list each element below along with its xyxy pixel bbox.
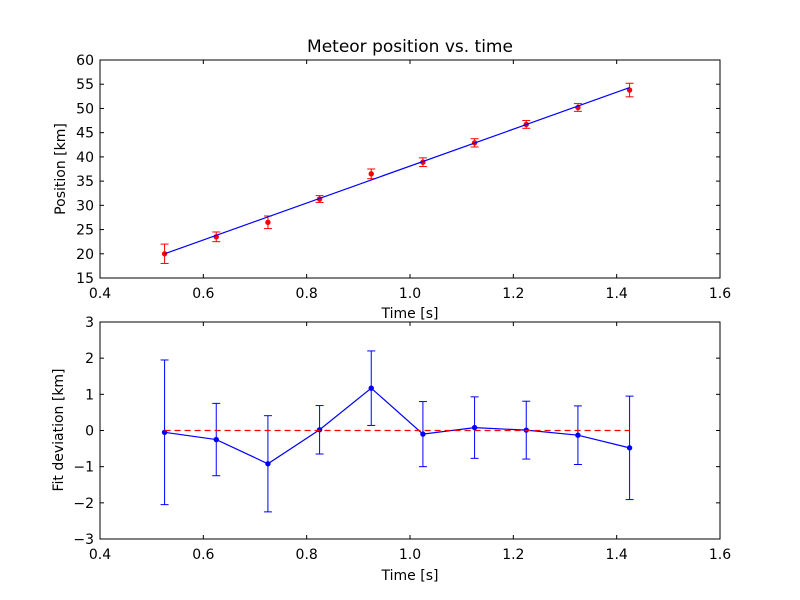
deviation-x-axis-label: Time [s] xyxy=(381,568,439,584)
deviation-x-tick-label: 1.0 xyxy=(399,547,421,563)
deviation-x-tick-label: 0.6 xyxy=(192,547,214,563)
position-y-tick-label: 60 xyxy=(76,53,94,69)
deviation-y-tick-label: 2 xyxy=(85,351,94,367)
deviation-point xyxy=(368,385,374,391)
deviation-point xyxy=(626,445,633,451)
measurement-point xyxy=(368,171,374,177)
deviation-x-tick-label: 1.2 xyxy=(502,547,524,563)
deviation-line xyxy=(164,387,630,465)
deviation-y-tick-label: 3 xyxy=(85,315,94,331)
chart-title: Meteor position vs. time xyxy=(307,37,513,57)
position-panel: Meteor position vs. time 0.4 0.6 0.8 1.0 1.2… xyxy=(53,37,731,322)
position-x-tick-label: 0.6 xyxy=(192,286,214,302)
position-y-tick-label: 30 xyxy=(76,198,94,214)
position-y-tick-label: 40 xyxy=(76,150,94,166)
deviation-y-tick-label: −3 xyxy=(73,532,94,548)
deviation-y-tick-label: 1 xyxy=(85,387,94,403)
position-x-tick-label: 1.0 xyxy=(399,286,421,302)
deviation-point xyxy=(316,427,323,433)
position-y-tick-label: 35 xyxy=(76,174,94,190)
position-x-tick-label: 1.4 xyxy=(606,286,628,302)
deviation-x-tick-label: 0.4 xyxy=(89,547,111,563)
deviation-y-tick-label: −1 xyxy=(73,460,94,476)
deviation-axes-frame xyxy=(99,321,721,540)
position-y-tick-label: 25 xyxy=(76,223,94,239)
position-y-tick-label: 55 xyxy=(76,77,94,93)
deviation-panel: 0.4 0.6 0.8 1.0 1.2 1.4 1.6 −3 −2 −1 0 1 2 3 Time [s]… xyxy=(51,315,731,584)
position-y-tick-label: 20 xyxy=(76,247,94,263)
deviation-point xyxy=(575,432,581,438)
deviation-y-tick-label: −2 xyxy=(73,496,94,512)
deviation-point xyxy=(213,436,219,443)
deviation-y-axis-label: Fit deviation [km] xyxy=(51,368,67,491)
deviation-point xyxy=(471,424,478,431)
deviation-point xyxy=(420,431,426,437)
position-x-tick-label: 1.2 xyxy=(502,286,524,302)
position-x-tick-label: 0.4 xyxy=(89,286,111,302)
position-x-tick-label: 1.6 xyxy=(709,286,731,302)
position-y-tick-label: 15 xyxy=(76,271,94,287)
deviation-x-tick-label: 1.6 xyxy=(709,547,731,563)
position-x-axis-label: Time [s] xyxy=(381,306,439,322)
position-plot-area: 0.4 0.6 0.8 1.0 1.2 1.4 1.6 15 20 25 30 35 40 45 50 55 6… xyxy=(76,53,731,302)
deviation-x-tick-label: 1.4 xyxy=(606,547,628,563)
fit-line xyxy=(164,87,630,255)
deviation-x-tick-label: 0.8 xyxy=(296,547,318,563)
position-y-axis-label: Position [km] xyxy=(53,123,69,215)
deviation-y-tick-label: 0 xyxy=(85,424,94,440)
position-x-tick-label: 0.8 xyxy=(296,286,318,302)
deviation-point xyxy=(265,461,271,467)
position-y-tick-label: 45 xyxy=(76,126,94,142)
measurement-point xyxy=(265,219,271,225)
position-y-tick-label: 50 xyxy=(76,101,94,117)
position-axes-frame xyxy=(99,59,721,279)
